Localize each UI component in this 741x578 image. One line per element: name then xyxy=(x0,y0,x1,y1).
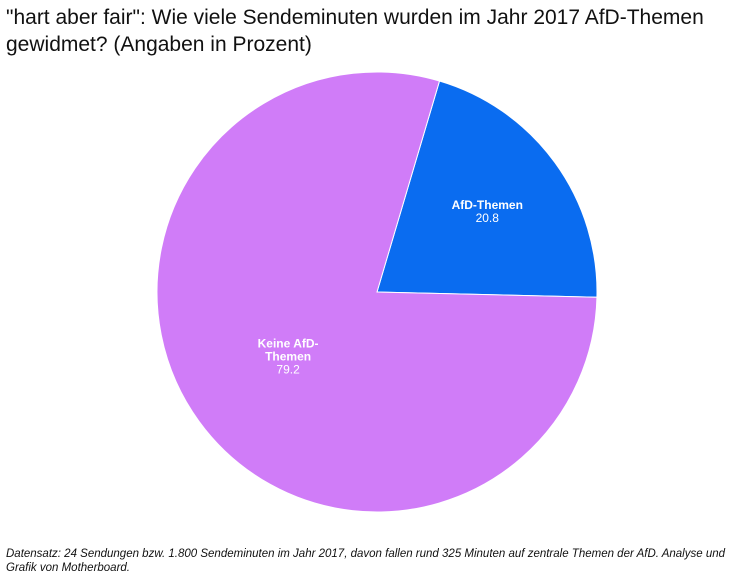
pie-slice-value-1: 79.2 xyxy=(276,363,300,377)
pie-slice-label-1-0: Keine AfD- xyxy=(258,337,319,351)
data-source-footnote: Datensatz: 24 Sendungen bzw. 1.800 Sende… xyxy=(6,548,726,574)
chart-title: "hart aber fair": Wie viele Sendeminuten… xyxy=(6,6,704,56)
pie-slice-value-0: 20.8 xyxy=(476,211,500,225)
pie-slice-0 xyxy=(376,80,598,298)
pie-slice-label-1-1: Themen xyxy=(265,350,311,364)
pie-slice-label-0-0: AfD-Themen xyxy=(452,198,523,212)
pie-slices xyxy=(156,71,598,513)
pie-slice-1 xyxy=(156,71,598,513)
